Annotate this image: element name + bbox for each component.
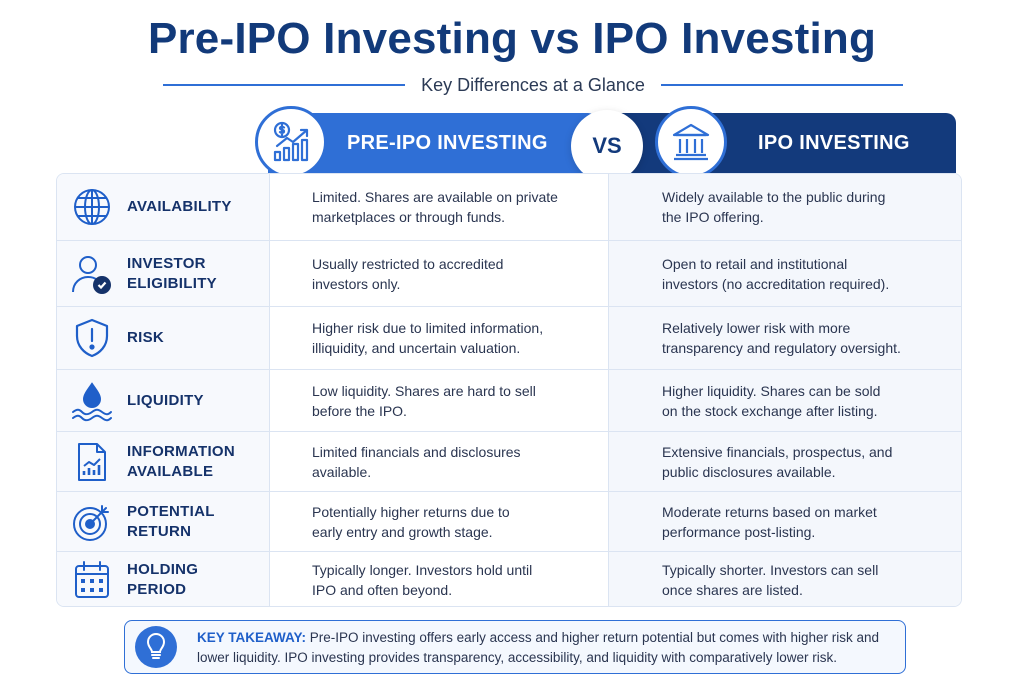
pre-ipo-cell: Typically longer. Investors hold until I… bbox=[269, 552, 608, 606]
subtitle-divider-left bbox=[163, 84, 406, 86]
pre-ipo-cell: Limited. Shares are available on private… bbox=[269, 174, 608, 240]
globe-icon bbox=[57, 186, 127, 228]
takeaway-text: KEY TAKEAWAY: Pre-IPO investing offers e… bbox=[197, 628, 897, 668]
page-title: Pre-IPO Investing vs IPO Investing bbox=[147, 14, 877, 63]
cell-text: Typically longer. Investors hold until I… bbox=[312, 562, 533, 598]
pre-ipo-cell: Usually restricted to accredited investo… bbox=[269, 241, 608, 306]
ipo-cell: Higher liquidity. Shares can be sold on … bbox=[608, 370, 961, 431]
table-row-potential-return: POTENTIAL RETURN Potentially higher retu… bbox=[57, 491, 961, 551]
row-label-cell: INVESTOR ELIGIBILITY bbox=[57, 241, 269, 306]
row-label: INVESTOR ELIGIBILITY bbox=[127, 254, 217, 292]
row-label-cell: POTENTIAL RETURN bbox=[57, 492, 269, 551]
row-label: AVAILABILITY bbox=[127, 198, 232, 215]
row-label-cell: AVAILABILITY bbox=[57, 174, 269, 240]
row-label-cell: INFORMATION AVAILABLE bbox=[57, 432, 269, 491]
cell-text: Widely available to the public during th… bbox=[662, 189, 886, 225]
water-drop-icon bbox=[57, 380, 127, 422]
ipo-header-label: IPO INVESTING bbox=[758, 132, 910, 154]
cell-text: Limited. Shares are available on private… bbox=[312, 189, 558, 225]
ipo-cell: Relatively lower risk with more transpar… bbox=[608, 307, 961, 369]
row-label: LIQUIDITY bbox=[127, 391, 204, 409]
table-row-risk: RISK Higher risk due to limited informat… bbox=[57, 306, 961, 369]
table-row-availability: AVAILABILITY Limited. Shares are availab… bbox=[57, 174, 961, 240]
ipo-cell: Typically shorter. Investors can sell on… bbox=[608, 552, 961, 606]
row-label: HOLDING PERIOD bbox=[127, 561, 199, 598]
cell-text: Higher liquidity. Shares can be sold on … bbox=[662, 382, 881, 419]
cell-text: Open to retail and institutional investo… bbox=[662, 255, 890, 292]
cell-text: Relatively lower risk with more transpar… bbox=[662, 320, 901, 356]
ipo-cell: Open to retail and institutional investo… bbox=[608, 241, 961, 306]
row-label-cell: HOLDING PERIOD bbox=[57, 552, 269, 606]
key-takeaway-box: KEY TAKEAWAY: Pre-IPO investing offers e… bbox=[124, 620, 906, 674]
row-label: RISK bbox=[127, 329, 165, 346]
cell-text: Higher risk due to limited information, … bbox=[312, 320, 544, 356]
table-row-liquidity: LIQUIDITY Low liquidity. Shares are hard… bbox=[57, 369, 961, 431]
cell-text: Moderate returns based on market perform… bbox=[662, 503, 877, 540]
pre-ipo-cell: Limited financials and disclosures avail… bbox=[269, 432, 608, 491]
vs-badge: VS bbox=[571, 110, 643, 182]
row-label-cell: RISK bbox=[57, 307, 269, 369]
cell-text: Limited financials and disclosures avail… bbox=[312, 443, 521, 480]
subtitle: Key Differences at a Glance bbox=[421, 74, 645, 95]
bank-building-icon bbox=[655, 106, 727, 178]
shield-alert-icon bbox=[57, 317, 127, 359]
calendar-icon bbox=[57, 559, 127, 601]
cell-text: Extensive financials, prospectus, and pu… bbox=[662, 443, 893, 480]
cell-text: Potentially higher returns due to early … bbox=[312, 503, 510, 540]
table-row-information-available: INFORMATION AVAILABLE Limited financials… bbox=[57, 431, 961, 491]
pre-ipo-header-label: PRE-IPO INVESTING bbox=[347, 132, 548, 154]
table-row-investor-eligibility: INVESTOR ELIGIBILITY Usually restricted … bbox=[57, 240, 961, 306]
takeaway-heading: KEY TAKEAWAY: bbox=[197, 630, 307, 645]
subtitle-divider-right bbox=[660, 84, 904, 86]
pre-ipo-cell: Low liquidity. Shares are hard to sell b… bbox=[269, 370, 608, 431]
pre-ipo-cell: Potentially higher returns due to early … bbox=[269, 492, 608, 551]
ipo-cell: Widely available to the public during th… bbox=[608, 174, 961, 240]
growth-chart-dollar-icon bbox=[255, 106, 327, 178]
cell-text: Usually restricted to accredited investo… bbox=[312, 255, 504, 292]
cell-text: Typically shorter. Investors can sell on… bbox=[662, 562, 879, 598]
ipo-cell: Extensive financials, prospectus, and pu… bbox=[608, 432, 961, 491]
row-label-cell: LIQUIDITY bbox=[57, 370, 269, 431]
pre-ipo-cell: Higher risk due to limited information, … bbox=[269, 307, 608, 369]
user-check-icon bbox=[57, 252, 127, 296]
lightbulb-icon bbox=[135, 626, 177, 668]
subtitle-row: Key Differences at a Glance bbox=[163, 72, 904, 98]
row-label: INFORMATION AVAILABLE bbox=[127, 442, 236, 480]
comparison-table: AVAILABILITY Limited. Shares are availab… bbox=[56, 173, 962, 607]
row-label: POTENTIAL RETURN bbox=[127, 502, 215, 540]
ipo-cell: Moderate returns based on market perform… bbox=[608, 492, 961, 551]
takeaway-body: Pre-IPO investing offers early access an… bbox=[197, 630, 880, 665]
target-icon bbox=[57, 500, 127, 544]
table-row-holding-period: HOLDING PERIOD Typically longer. Investo… bbox=[57, 551, 961, 606]
document-chart-icon bbox=[57, 441, 127, 483]
cell-text: Low liquidity. Shares are hard to sell b… bbox=[312, 382, 536, 419]
